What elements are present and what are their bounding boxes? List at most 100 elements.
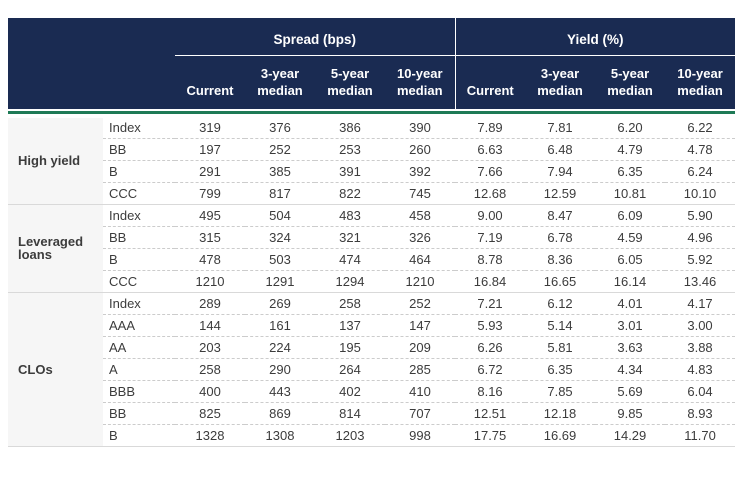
spread-value-cell: 324 [245,225,315,248]
spread-value-cell: 209 [385,335,456,358]
yield-value-cell: 13.46 [665,269,736,292]
spread-value-cell: 483 [315,203,385,226]
yield-value-cell: 3.88 [665,335,736,358]
col-header-spread-5yr: 5-year median [315,55,385,110]
yield-value-cell: 10.81 [595,181,666,204]
spread-value-cell: 1308 [245,423,315,446]
yield-value-cell: 4.34 [595,357,666,380]
yield-value-cell: 6.05 [595,247,666,270]
spread-value-cell: 443 [245,379,315,402]
yield-value-cell: 6.12 [525,291,596,314]
yield-value-cell: 4.83 [665,357,736,380]
spread-value-cell: 264 [315,357,385,380]
yield-value-cell: 4.78 [665,137,736,160]
yield-value-cell: 4.17 [665,291,736,314]
spread-value-cell: 998 [385,423,456,446]
row-label-cell: BBB [103,379,175,402]
yield-value-cell: 5.92 [665,247,736,270]
yield-value-cell: 16.14 [595,269,666,292]
spread-value-cell: 391 [315,159,385,182]
spread-value-cell: 326 [385,225,456,248]
accent-bar-row [8,109,736,118]
spread-value-cell: 321 [315,225,385,248]
spread-value-cell: 197 [175,137,245,160]
col-header-spread-3yr: 3-year median [245,55,315,110]
yield-value-cell: 7.19 [455,225,526,248]
table-row: B 478 503 474 464 8.78 8.36 6.05 5.92 [8,247,736,270]
spread-value-cell: 503 [245,247,315,270]
spread-value-cell: 1203 [315,423,385,446]
spread-value-cell: 799 [175,181,245,204]
col-header-yield-10yr: 10-year median [665,55,736,110]
yield-value-cell: 5.69 [595,379,666,402]
yield-value-cell: 4.01 [595,291,666,314]
spread-value-cell: 252 [385,291,456,314]
col-header-yield-5yr: 5-year median [595,55,666,110]
table-row: BBB 400 443 402 410 8.16 7.85 5.69 6.04 [8,379,736,402]
yield-value-cell: 6.20 [617,120,643,136]
yield-value-cell: 16.65 [525,269,596,292]
yield-value-cell: 8.36 [525,247,596,270]
table-row: CCC 799 817 822 745 12.68 12.59 10.81 10.10 [8,181,736,204]
yield-value-cell: 4.79 [595,137,666,160]
yield-value-cell: 11.70 [665,423,736,446]
yield-value-cell: 9.00 [455,203,526,226]
yield-value-cell: 7.21 [455,291,526,314]
spread-value-cell: 285 [385,357,456,380]
yield-value-cell: 6.26 [455,335,526,358]
group-header-row: Spread (bps) Yield (%) [8,18,736,56]
yield-value-cell: 7.81 [547,120,573,136]
yield-value-cell: 5.81 [525,335,596,358]
spread-value-cell: 390 [409,120,431,136]
spread-value-cell: 822 [315,181,385,204]
yield-value-cell: 6.24 [665,159,736,182]
category-cell: CLOs [8,291,103,446]
spread-value-cell: 464 [385,247,456,270]
col-header-spread-10yr: 10-year median [385,55,456,110]
spread-value-cell: 253 [315,137,385,160]
yield-value-cell: 6.35 [595,159,666,182]
spread-value-cell: 410 [385,379,456,402]
spread-value-cell: 147 [385,313,456,336]
accent-bar-group [8,109,736,118]
spread-value-cell: 203 [175,335,245,358]
spread-value-cell: 1294 [315,269,385,292]
yield-value-cell: 5.14 [525,313,596,336]
yield-value-cell: 3.01 [595,313,666,336]
yield-value-cell: 10.10 [665,181,736,204]
yield-value-cell: 5.90 [665,203,736,226]
spread-value-cell: 478 [175,247,245,270]
spread-value-cell: 269 [245,291,315,314]
spread-value-cell: 315 [175,225,245,248]
yield-value-cell: 12.18 [525,401,596,424]
row-label-cell: B [103,247,175,270]
yield-value-cell: 17.75 [455,423,526,446]
yield-value-cell: 14.29 [595,423,666,446]
row-label-cell: AAA [103,313,175,336]
table-row: CCC 1210 1291 1294 1210 16.84 16.65 16.14 13.46 [8,269,736,292]
table-row: B 1328 1308 1203 998 17.75 16.69 14.29 11.70 [8,423,736,446]
spread-value-cell: 458 [385,203,456,226]
col-header-yield-3yr: 3-year median [525,55,596,110]
spread-value-cell: 392 [385,159,456,182]
yield-value-cell: 7.66 [455,159,526,182]
yield-value-cell: 5.93 [455,313,526,336]
table-body: High yield Index 319 376 386 390 7.89 7.81 6.20 6… [8,116,736,446]
yield-value-cell: 4.59 [595,225,666,248]
row-label-cell: BB [103,225,175,248]
row-label-cell: Index [109,120,141,136]
category-cell: High yield [8,116,103,204]
row-label-cell: BB [103,137,175,160]
spread-value-cell: 745 [385,181,456,204]
spread-value-cell: 137 [315,313,385,336]
accent-bar [8,109,736,118]
yield-value-cell: 3.00 [665,313,736,336]
spread-value-cell: 400 [175,379,245,402]
spread-value-cell: 504 [245,203,315,226]
yield-value-cell: 6.78 [525,225,596,248]
spread-value-cell: 289 [175,291,245,314]
col-header-spread-current: Current [175,55,245,110]
row-label-cell: CCC [103,181,175,204]
spread-value-cell: 474 [315,247,385,270]
sub-header-row: Current 3-year median 5-year median 10-y… [8,55,736,110]
